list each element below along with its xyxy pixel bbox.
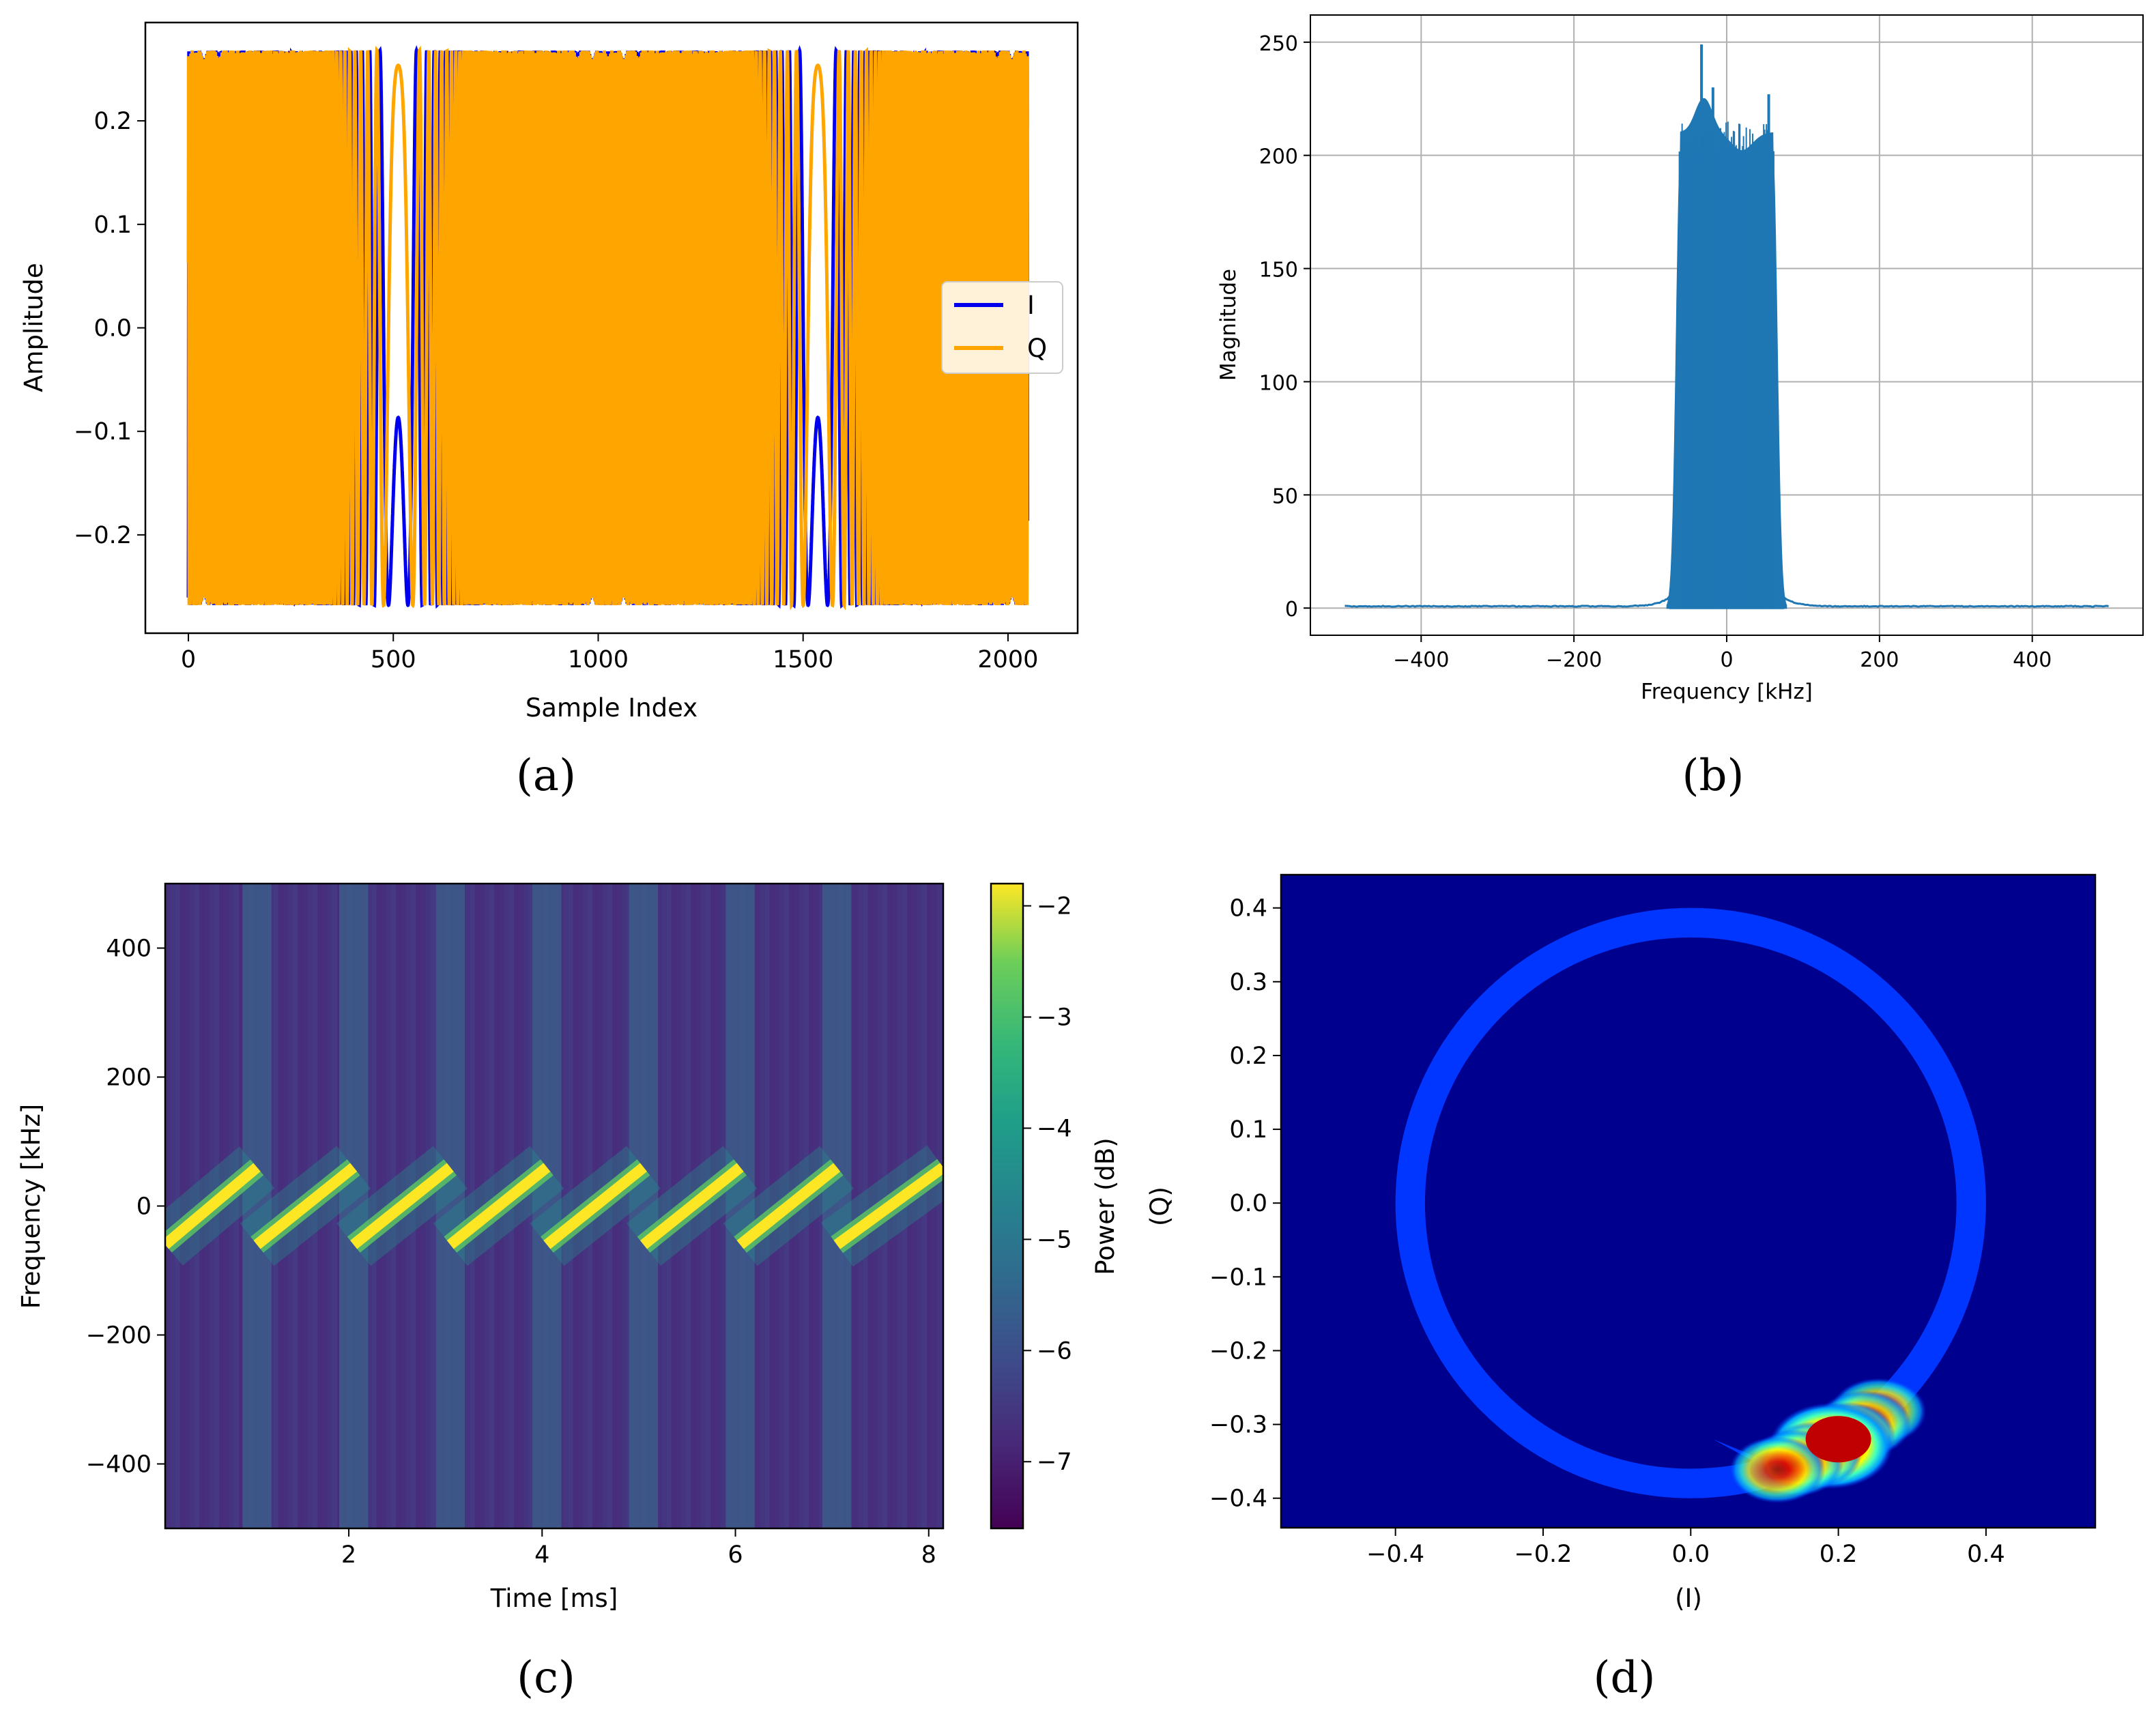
panel-a: 0 500 1000 1500 2000 −0.2 −0.1 0.0 0.1 0.2 Sample…	[19, 23, 1078, 801]
colorbar	[991, 884, 1023, 1528]
panel-d-ytick-label: 0.1	[1229, 1116, 1267, 1144]
panel-c-ytick-label: 0	[136, 1193, 152, 1221]
panel-b-ytick-label: 100	[1259, 371, 1298, 395]
colorbar-ytick-label: −7	[1037, 1449, 1072, 1476]
panel-d-ytick-label: 0.3	[1229, 969, 1267, 996]
panel-b-xtick-label: 400	[2013, 648, 2052, 672]
panel-b-xtick-label: 0	[1720, 648, 1733, 672]
spectrogram-column	[936, 884, 941, 1528]
panel-d-ytick-label: 0.4	[1229, 895, 1267, 923]
panel-d-ytick-label: −0.3	[1209, 1412, 1267, 1439]
panel-a-xtick-label: 500	[371, 646, 416, 673]
panel-d-ytick-label: −0.1	[1209, 1264, 1267, 1291]
panel-c-colorbar: −2 −3 −4 −5 −6 −7 Power (dB)	[991, 884, 1120, 1528]
colorbar-ytick-label: −6	[1037, 1337, 1072, 1365]
caption-c: (c)	[517, 1653, 575, 1703]
panel-b: −400 −200 0 200 400 0 50 100 150 200 250 Frequency…	[1216, 15, 2143, 801]
caption-b: (b)	[1682, 751, 1744, 801]
panel-d-ytick-label: 0.2	[1229, 1043, 1267, 1070]
panel-c-xtick-label: 6	[728, 1541, 743, 1569]
panel-c-xtick-label: 4	[534, 1541, 549, 1569]
panel-b-xtick-label: −400	[1393, 648, 1449, 672]
panel-d-ytick-label: −0.2	[1209, 1337, 1267, 1365]
density-peak	[1806, 1416, 1871, 1462]
panel-a-ytick-label: −0.2	[74, 522, 132, 549]
series-q-line	[188, 50, 1028, 605]
spectrogram-column	[947, 884, 951, 1528]
caption-a: (a)	[516, 751, 576, 801]
panel-a-ytick-label: 0.2	[94, 108, 132, 135]
panel-a-xtick-label: 2000	[977, 646, 1038, 673]
colorbar-ytick-label: −4	[1037, 1115, 1072, 1142]
panel-b-ytick-label: 200	[1259, 145, 1298, 169]
panel-a-ytick-label: −0.1	[74, 418, 132, 446]
panel-b-ytick-label: 50	[1272, 484, 1298, 508]
panel-a-xtick-label: 0	[181, 646, 196, 673]
panel-b-ytick-label: 150	[1259, 259, 1298, 282]
legend-q-label: Q	[1027, 334, 1047, 363]
panel-a-legend: I Q	[942, 282, 1063, 373]
panel-c: 2 4 6 8 −400 −200 0 200 400 Time [ms] Frequency …	[16, 884, 1120, 1703]
panel-c-xlabel: Time [ms]	[490, 1584, 618, 1613]
panel-d-ylabel: (Q)	[1145, 1187, 1175, 1226]
panel-d-xtick-label: 0.0	[1671, 1541, 1710, 1568]
panel-a-ytick-label: 0.0	[94, 315, 132, 343]
panel-a-xtick-label: 1500	[773, 646, 833, 673]
panel-d-xtick-label: 0.2	[1820, 1541, 1858, 1568]
panel-d-ytick-label: 0.0	[1229, 1190, 1267, 1217]
legend-i-label: I	[1027, 291, 1035, 320]
panel-c-xtick-label: 2	[341, 1541, 356, 1569]
caption-d: (d)	[1594, 1653, 1656, 1703]
panel-c-ytick-label: 400	[106, 935, 152, 963]
colorbar-label: Power (dB)	[1091, 1137, 1120, 1275]
panel-d: −0.4 −0.2 0.0 0.2 0.4 −0.4 −0.3 −0.2 −0.1 0.0 0.1 0…	[1145, 875, 2095, 1703]
panel-b-xtick-label: −200	[1546, 648, 1602, 672]
panel-b-xlabel: Frequency [kHz]	[1641, 680, 1813, 704]
panel-d-xtick-label: −0.2	[1514, 1541, 1572, 1568]
panel-c-ytick-label: −400	[86, 1451, 152, 1479]
panel-c-ytick-label: 200	[106, 1064, 152, 1092]
colorbar-ytick-label: −3	[1037, 1004, 1072, 1032]
panel-b-ytick-label: 0	[1285, 598, 1298, 622]
figure: 0 500 1000 1500 2000−0.2−0.10.00.10.2 Sample…	[0, 0, 2156, 1714]
panel-c-ytick-label: −200	[86, 1322, 152, 1350]
panel-a-xlabel: Sample Index	[526, 693, 698, 723]
panel-c-ylabel: Frequency [kHz]	[16, 1104, 46, 1309]
panel-d-xtick-label: 0.4	[1967, 1541, 2005, 1568]
panel-a-xtick-label: 1000	[568, 646, 629, 673]
panel-c-xtick-label: 8	[921, 1541, 936, 1569]
panel-b-xtick-label: 200	[1860, 648, 1899, 672]
panel-d-xlabel: (I)	[1675, 1584, 1702, 1613]
panel-d-ytick-label: −0.4	[1209, 1485, 1267, 1513]
colorbar-ytick-label: −2	[1037, 893, 1072, 920]
panel-a-ytick-label: 0.1	[94, 212, 132, 239]
panel-b-ytick-label: 250	[1259, 32, 1298, 56]
panel-d-xtick-label: −0.4	[1366, 1541, 1424, 1568]
colorbar-ytick-label: −5	[1037, 1226, 1072, 1253]
panel-b-ylabel: Magnitude	[1216, 269, 1241, 381]
panel-a-ylabel: Amplitude	[19, 263, 48, 392]
